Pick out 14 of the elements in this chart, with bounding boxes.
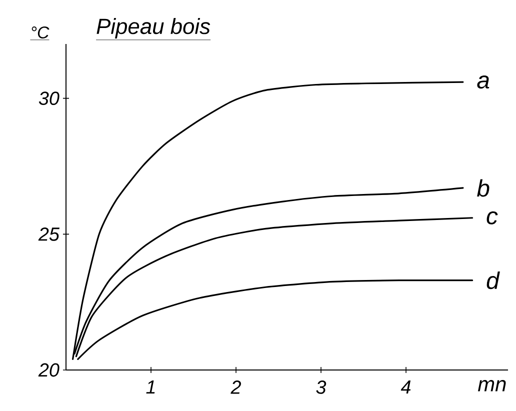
series-label: a [477, 75, 490, 89]
x-tick-label: 3 [316, 380, 326, 394]
y-tick-label: 25 [38, 227, 60, 241]
x-tick-label: 1 [146, 380, 155, 394]
y-tick-label: 30 [38, 92, 60, 106]
chart-title: Pipeau bois [96, 18, 210, 38]
series-label: c [486, 211, 498, 224]
x-axis-title: mn [478, 380, 506, 392]
x-tick-label: 4 [400, 380, 411, 394]
series-label: d [486, 272, 500, 290]
y-tick-label: 20 [38, 363, 60, 377]
series-label: b [477, 179, 490, 197]
y-axis-title: °C [32, 26, 50, 38]
x-tick-label: 2 [230, 380, 241, 394]
